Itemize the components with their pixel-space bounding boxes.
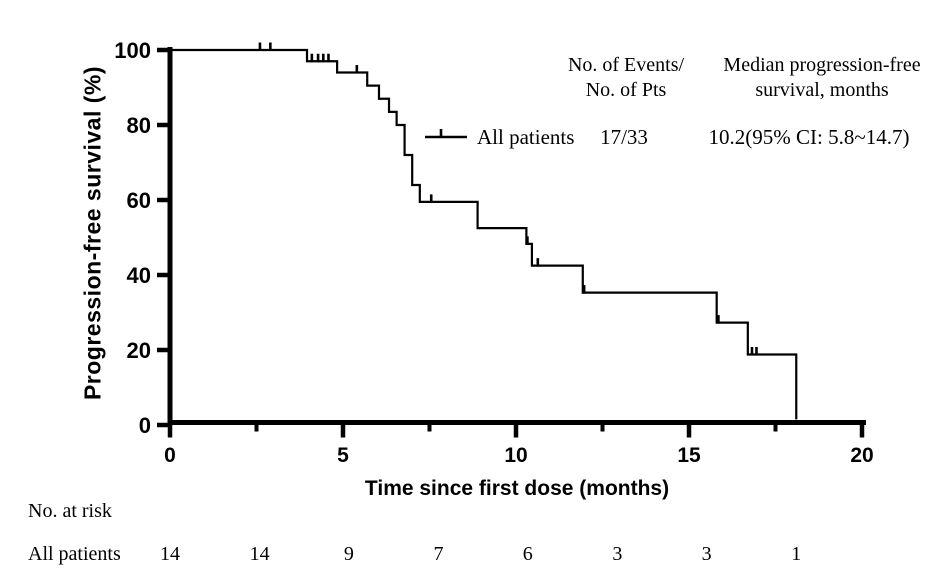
legend-median-value: 10.2(95% CI: 5.8~14.7)	[708, 125, 910, 149]
y-tick-label: 0	[139, 413, 151, 438]
y-tick-label: 100	[114, 38, 151, 63]
x-tick-label: 0	[164, 444, 176, 467]
y-tick-label: 60	[127, 188, 151, 213]
risk-count: 14	[160, 543, 180, 565]
risk-row-label: All patients	[28, 543, 121, 565]
median-header-line2: survival, months	[755, 79, 889, 101]
x-tick-label: 15	[677, 444, 701, 467]
legend-events-value: 17/33	[600, 125, 648, 149]
legend-series-label: All patients	[477, 125, 575, 149]
x-tick-label: 5	[337, 444, 349, 467]
y-tick-label: 20	[127, 338, 151, 363]
risk-count: 1	[791, 543, 802, 565]
x-axis-title: Time since first dose (months)	[364, 477, 670, 500]
risk-count: 14	[249, 543, 270, 565]
x-tick-label: 10	[504, 444, 527, 467]
risk-count: 9	[343, 543, 354, 565]
y-tick-label: 80	[127, 113, 151, 138]
events-header-line2: No. of Pts	[585, 79, 667, 101]
risk-count: 3	[612, 543, 623, 565]
y-tick-label: 40	[127, 263, 151, 288]
risk-count: 6	[522, 543, 533, 565]
x-tick-label: 20	[850, 444, 873, 467]
events-header-line1: No. of Events/	[567, 54, 685, 76]
median-header-line1: Median progression-free	[723, 54, 921, 76]
km-series-marker-icon	[425, 129, 467, 139]
risk-count: 3	[701, 543, 712, 565]
km-curve	[170, 48, 798, 420]
risk-table-title: No. at risk	[28, 500, 112, 522]
risk-count: 7	[433, 543, 444, 565]
